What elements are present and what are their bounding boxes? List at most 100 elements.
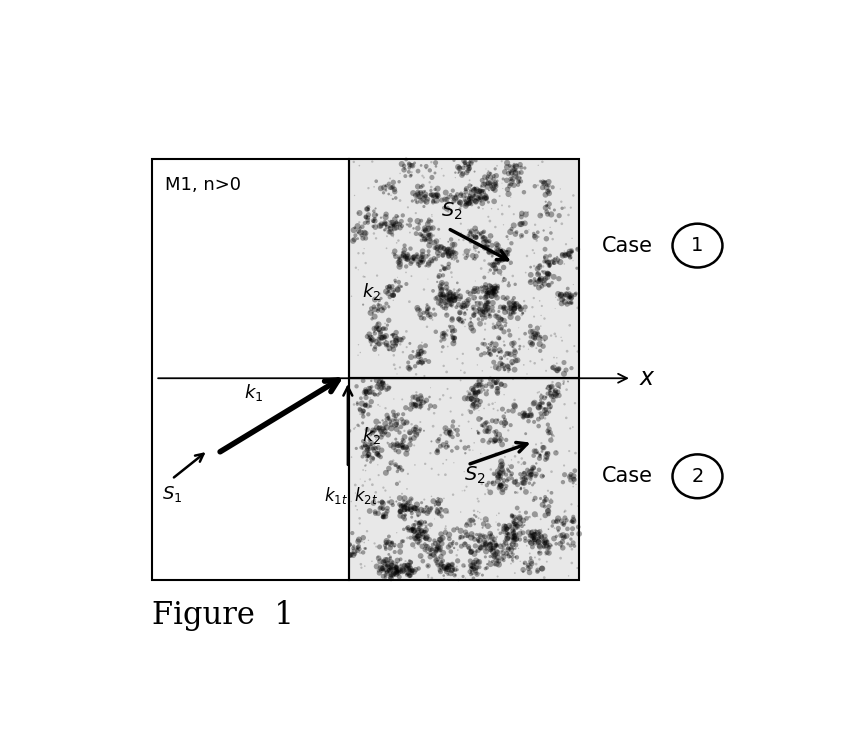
Point — [367, 323, 381, 335]
Point — [447, 291, 460, 303]
Point — [533, 338, 546, 350]
Point — [434, 504, 448, 516]
Point — [468, 285, 482, 297]
Point — [377, 323, 390, 335]
Point — [501, 523, 515, 535]
Point — [563, 246, 577, 258]
Point — [359, 400, 372, 412]
Point — [461, 198, 475, 210]
Point — [509, 486, 522, 498]
Point — [403, 570, 416, 582]
Point — [371, 380, 384, 392]
Point — [415, 229, 428, 241]
Point — [379, 323, 393, 335]
Point — [370, 374, 383, 386]
Point — [373, 424, 387, 436]
Point — [478, 339, 492, 351]
Point — [527, 332, 540, 344]
Point — [484, 545, 498, 557]
Point — [480, 282, 494, 294]
Point — [505, 558, 518, 570]
Point — [442, 247, 455, 259]
Point — [462, 416, 476, 428]
Point — [434, 503, 448, 515]
Point — [377, 337, 390, 349]
Point — [382, 215, 395, 227]
Point — [463, 390, 477, 402]
Point — [412, 186, 426, 198]
Point — [512, 322, 526, 334]
Point — [488, 282, 501, 294]
Point — [466, 398, 480, 410]
Point — [356, 374, 370, 386]
Point — [404, 432, 417, 444]
Point — [462, 440, 476, 452]
Point — [565, 291, 578, 303]
Point — [423, 176, 437, 188]
Point — [396, 511, 410, 523]
Point — [376, 377, 389, 389]
Point — [534, 449, 548, 461]
Point — [537, 225, 550, 237]
Point — [507, 515, 521, 527]
Point — [538, 454, 552, 466]
Point — [471, 560, 484, 572]
Point — [468, 397, 482, 409]
Point — [424, 519, 438, 531]
Point — [482, 476, 495, 488]
Point — [401, 468, 415, 480]
Point — [521, 410, 534, 422]
Point — [378, 224, 392, 236]
Point — [398, 513, 411, 525]
Point — [516, 217, 529, 229]
Point — [432, 545, 446, 557]
Point — [383, 551, 397, 562]
Point — [499, 521, 513, 533]
Point — [389, 336, 403, 348]
Point — [375, 425, 388, 437]
Point — [360, 423, 374, 435]
Point — [406, 345, 420, 357]
Point — [566, 470, 580, 482]
Point — [499, 434, 513, 446]
Point — [458, 539, 471, 551]
Point — [432, 297, 446, 309]
Point — [451, 255, 465, 267]
Point — [485, 290, 499, 302]
Point — [356, 410, 370, 422]
Point — [388, 363, 402, 374]
Point — [489, 377, 503, 389]
Point — [495, 353, 509, 365]
Point — [471, 427, 485, 439]
Point — [377, 425, 391, 437]
Point — [386, 280, 399, 292]
Point — [467, 403, 481, 415]
Point — [464, 236, 477, 248]
Text: Case: Case — [602, 236, 653, 255]
Point — [453, 162, 466, 174]
Point — [483, 537, 497, 549]
Point — [545, 362, 559, 374]
Point — [434, 298, 448, 310]
Point — [449, 291, 462, 303]
Point — [502, 366, 516, 377]
Point — [501, 542, 515, 554]
Point — [506, 533, 520, 545]
Point — [377, 502, 390, 514]
Point — [404, 418, 418, 430]
Point — [495, 358, 509, 370]
Point — [418, 519, 432, 531]
Point — [481, 303, 494, 315]
Point — [506, 300, 520, 312]
Point — [471, 427, 485, 439]
Point — [522, 511, 536, 523]
Point — [388, 444, 402, 456]
Point — [465, 179, 478, 191]
Point — [394, 500, 408, 512]
Point — [388, 330, 402, 342]
Point — [483, 168, 496, 180]
Point — [480, 240, 494, 252]
Point — [516, 307, 530, 319]
Point — [423, 234, 437, 246]
Point — [427, 237, 441, 249]
